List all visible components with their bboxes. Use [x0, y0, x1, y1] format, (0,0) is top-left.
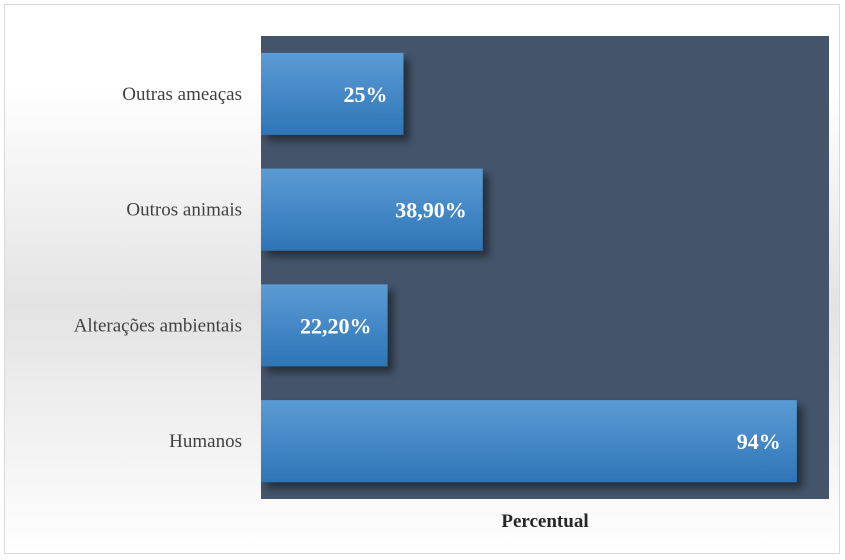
data-label-1: 94% — [737, 429, 781, 454]
category-label-3: Outros animais — [126, 200, 242, 221]
bar-1 — [261, 400, 797, 483]
data-label-2: 22,20% — [300, 313, 372, 338]
bar-2 — [261, 284, 388, 367]
category-label-2: Alterações ambientais — [74, 315, 242, 336]
data-label-3: 38,90% — [395, 198, 467, 223]
bar-3 — [261, 168, 483, 251]
data-label-4: 25% — [344, 82, 388, 107]
bar-4 — [261, 52, 404, 135]
x-axis-title: Percentual — [501, 511, 588, 532]
category-label-4: Outras ameaças — [122, 84, 242, 105]
category-label-1: Humanos — [169, 431, 242, 452]
